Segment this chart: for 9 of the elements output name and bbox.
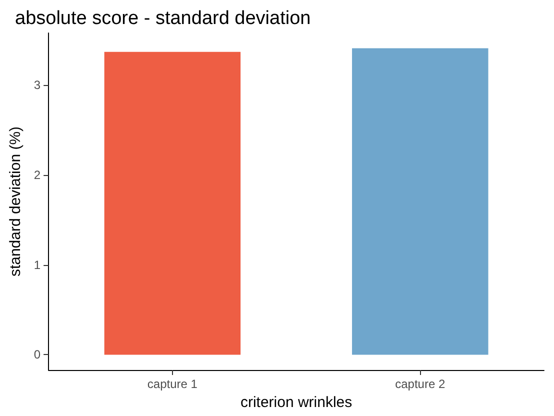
x-axis-title: criterion wrinkles [240, 394, 352, 411]
chart-title: absolute score - standard deviation [15, 8, 311, 29]
y-tick-label: 0 [34, 348, 41, 362]
y-tick-label: 1 [34, 258, 41, 272]
x-tick-label: capture 2 [395, 377, 446, 391]
x-tick-label: capture 1 [147, 377, 198, 391]
y-tick-label: 3 [34, 78, 41, 92]
y-axis-title: standard deviation (%) [7, 126, 24, 277]
y-tick-label: 2 [34, 168, 41, 182]
